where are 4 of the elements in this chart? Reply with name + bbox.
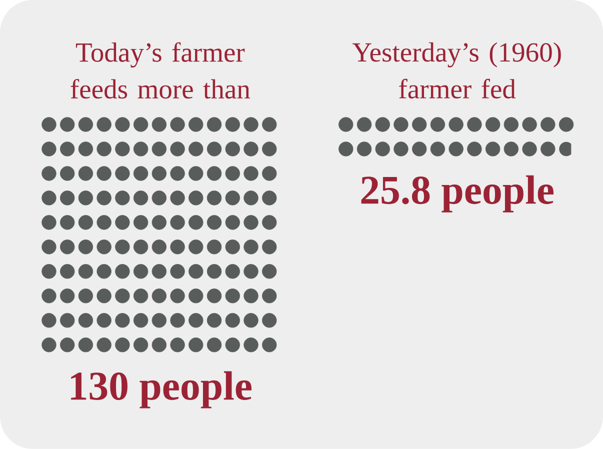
category-label: Yesterday’s (1960) farmer fed xyxy=(352,42,561,98)
data-label: 130 people xyxy=(71,371,252,408)
data-label: 25.8 people xyxy=(361,175,554,212)
category-label: Today’s farmer feeds more than xyxy=(70,42,250,99)
